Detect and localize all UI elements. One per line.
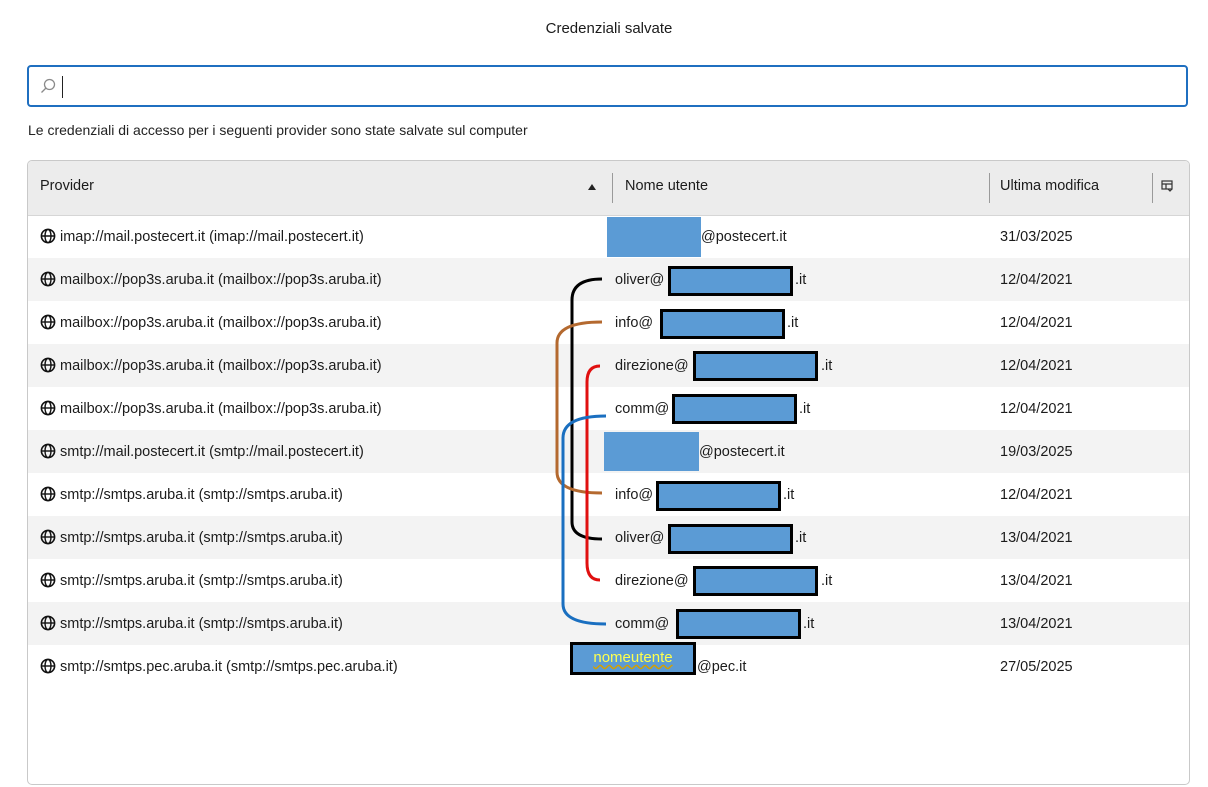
username-suffix: .it	[795, 530, 807, 546]
column-resize-handle[interactable]	[612, 173, 613, 203]
text-caret	[62, 76, 63, 98]
column-header-modified[interactable]: Ultima modifica	[1000, 178, 1100, 194]
redaction-box	[607, 217, 701, 257]
provider-cell: mailbox://pop3s.aruba.it (mailbox://pop3…	[60, 358, 382, 374]
globe-icon	[40, 314, 56, 330]
username-suffix: @postecert.it	[701, 229, 787, 245]
table-row[interactable]: imap://mail.postecert.it (imap://mail.po…	[28, 215, 1189, 258]
search-input[interactable]	[27, 65, 1188, 107]
modified-cell: 27/05/2025	[1000, 659, 1073, 675]
username-prefix: comm@	[615, 401, 670, 417]
table-body: imap://mail.postecert.it (imap://mail.po…	[28, 215, 1189, 688]
column-resize-handle[interactable]	[989, 173, 990, 203]
globe-icon	[40, 529, 56, 545]
search-icon	[41, 78, 56, 93]
redaction-box	[693, 351, 818, 381]
modified-cell: 12/04/2021	[1000, 358, 1073, 374]
username-prefix: info@	[615, 487, 654, 503]
username-prefix: oliver@	[615, 530, 665, 546]
username-suffix: .it	[821, 573, 833, 589]
column-picker-icon[interactable]	[1161, 180, 1173, 192]
table-row[interactable]: smtp://smtps.aruba.it (smtp://smtps.arub…	[28, 516, 1189, 559]
username-prefix: comm@	[615, 616, 670, 632]
username-suffix: .it	[803, 616, 815, 632]
window-title: Credenziali salvate	[545, 20, 673, 37]
redaction-box	[693, 566, 818, 596]
username-suffix: .it	[783, 487, 795, 503]
table-row[interactable]: smtp://smtps.pec.aruba.it (smtp://smtps.…	[28, 642, 1189, 688]
sort-ascending-icon	[588, 184, 596, 190]
globe-icon	[40, 400, 56, 416]
username-suffix: .it	[795, 272, 807, 288]
modified-cell: 12/04/2021	[1000, 272, 1073, 288]
table-row[interactable]: mailbox://pop3s.aruba.it (mailbox://pop3…	[28, 301, 1189, 344]
column-header-provider[interactable]: Provider	[40, 178, 94, 194]
modified-cell: 19/03/2025	[1000, 444, 1073, 460]
table-row[interactable]: mailbox://pop3s.aruba.it (mailbox://pop3…	[28, 344, 1189, 387]
provider-cell: mailbox://pop3s.aruba.it (mailbox://pop3…	[60, 272, 382, 288]
table-row[interactable]: mailbox://pop3s.aruba.it (mailbox://pop3…	[28, 258, 1189, 301]
redaction-box	[604, 432, 699, 471]
modified-cell: 13/04/2021	[1000, 573, 1073, 589]
username-prefix: info@	[615, 315, 654, 331]
username-suffix: @pec.it	[697, 659, 747, 675]
username-prefix: direzione@	[615, 358, 689, 374]
column-header-username[interactable]: Nome utente	[625, 178, 709, 194]
provider-cell: smtp://smtps.aruba.it (smtp://smtps.arub…	[60, 487, 343, 503]
username-suffix: .it	[787, 315, 799, 331]
table-row[interactable]: mailbox://pop3s.aruba.it (mailbox://pop3…	[28, 387, 1189, 430]
provider-cell: mailbox://pop3s.aruba.it (mailbox://pop3…	[60, 315, 382, 331]
table-row[interactable]: smtp://mail.postecert.it (smtp://mail.po…	[28, 430, 1189, 473]
globe-icon	[40, 572, 56, 588]
redaction-box	[656, 481, 781, 511]
username-prefix: oliver@	[615, 272, 665, 288]
globe-icon	[40, 486, 56, 502]
username-suffix: @postecert.it	[699, 444, 785, 460]
provider-cell: smtp://smtps.aruba.it (smtp://smtps.arub…	[60, 616, 343, 632]
modified-cell: 12/04/2021	[1000, 401, 1073, 417]
redaction-box	[668, 266, 793, 296]
provider-cell: mailbox://pop3s.aruba.it (mailbox://pop3…	[60, 401, 382, 417]
provider-cell: smtp://mail.postecert.it (smtp://mail.po…	[60, 444, 364, 460]
globe-icon	[40, 357, 56, 373]
redaction-box	[672, 394, 797, 424]
username-suffix: .it	[799, 401, 811, 417]
username-redaction-label: nomeutente	[570, 642, 696, 675]
modified-cell: 31/03/2025	[1000, 229, 1073, 245]
redaction-box	[676, 609, 801, 639]
provider-cell: smtp://smtps.pec.aruba.it (smtp://smtps.…	[60, 659, 398, 675]
globe-icon	[40, 443, 56, 459]
table-row[interactable]: smtp://smtps.aruba.it (smtp://smtps.arub…	[28, 559, 1189, 602]
globe-icon	[40, 658, 56, 674]
modified-cell: 13/04/2021	[1000, 530, 1073, 546]
modified-cell: 12/04/2021	[1000, 487, 1073, 503]
credentials-table: Provider Nome utente Ultima modifica ima…	[27, 160, 1190, 785]
table-row[interactable]: smtp://smtps.aruba.it (smtp://smtps.arub…	[28, 473, 1189, 516]
description-text: Le credenziali di accesso per i seguenti…	[28, 122, 528, 138]
redaction-box	[668, 524, 793, 554]
provider-cell: smtp://smtps.aruba.it (smtp://smtps.arub…	[60, 530, 343, 546]
table-header: Provider Nome utente Ultima modifica	[28, 161, 1189, 216]
modified-cell: 12/04/2021	[1000, 315, 1073, 331]
column-resize-handle[interactable]	[1152, 173, 1153, 203]
globe-icon	[40, 271, 56, 287]
username-prefix: direzione@	[615, 573, 689, 589]
provider-cell: imap://mail.postecert.it (imap://mail.po…	[60, 229, 364, 245]
username-suffix: .it	[821, 358, 833, 374]
modified-cell: 13/04/2021	[1000, 616, 1073, 632]
globe-icon	[40, 615, 56, 631]
globe-icon	[40, 228, 56, 244]
redaction-box	[660, 309, 785, 339]
table-row[interactable]: smtp://smtps.aruba.it (smtp://smtps.arub…	[28, 602, 1189, 645]
provider-cell: smtp://smtps.aruba.it (smtp://smtps.arub…	[60, 573, 343, 589]
